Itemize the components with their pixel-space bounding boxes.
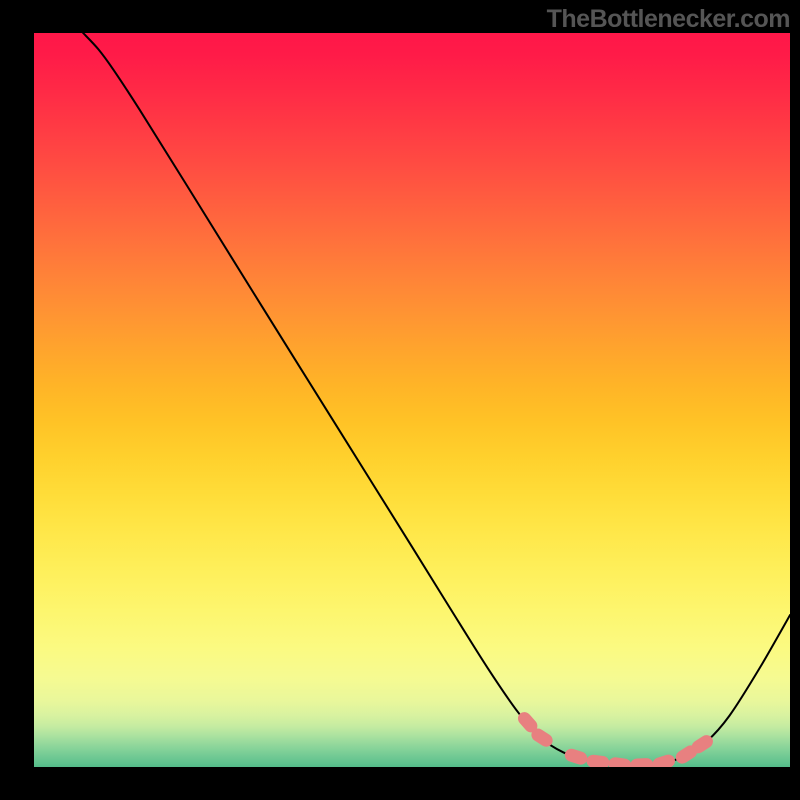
curve-marker [586, 754, 611, 767]
curve-marker [608, 756, 633, 767]
curve-marker [563, 747, 589, 766]
curve-layer [34, 33, 790, 767]
curve-marker [651, 753, 677, 767]
watermark-text: TheBottlenecker.com [547, 5, 790, 34]
plot-area [34, 33, 790, 767]
marker-group [515, 709, 715, 767]
curve-marker [630, 758, 653, 767]
bottleneck-curve [83, 33, 790, 765]
